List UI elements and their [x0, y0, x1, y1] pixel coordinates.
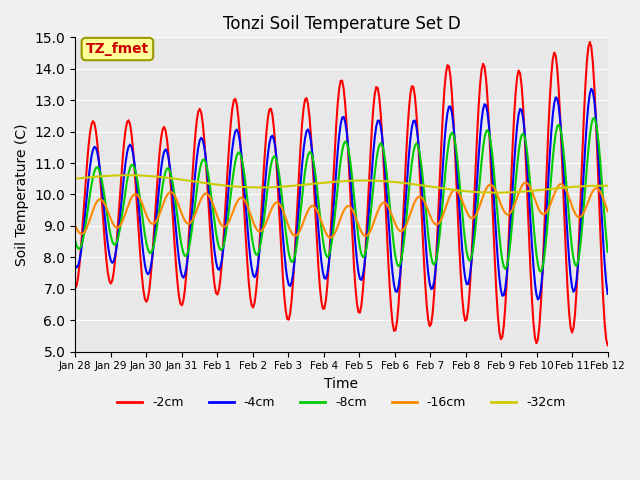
- -16cm: [577, 214, 585, 219]
- -4cm: [257, 237, 264, 242]
- Line: -16cm: -16cm: [75, 182, 607, 238]
- -2cm: [574, 259, 582, 265]
- -4cm: [71, 263, 79, 268]
- -32cm: [258, 184, 266, 190]
- -32cm: [232, 184, 239, 190]
- -8cm: [136, 199, 144, 205]
- -8cm: [604, 249, 611, 255]
- Title: Tonzi Soil Temperature Set D: Tonzi Soil Temperature Set D: [223, 15, 460, 33]
- -16cm: [326, 235, 334, 240]
- -4cm: [588, 86, 595, 92]
- -16cm: [522, 180, 530, 185]
- -32cm: [250, 184, 257, 190]
- Legend: -2cm, -4cm, -8cm, -16cm, -32cm: -2cm, -4cm, -8cm, -16cm, -32cm: [112, 391, 571, 414]
- -32cm: [124, 172, 131, 178]
- -2cm: [71, 286, 79, 291]
- Line: -8cm: -8cm: [75, 118, 607, 272]
- Line: -32cm: -32cm: [75, 175, 607, 192]
- -16cm: [604, 208, 611, 214]
- -2cm: [604, 342, 611, 348]
- -16cm: [304, 208, 312, 214]
- -4cm: [248, 265, 255, 271]
- Y-axis label: Soil Temperature (C): Soil Temperature (C): [15, 123, 29, 266]
- -16cm: [257, 228, 264, 234]
- -4cm: [304, 127, 312, 132]
- -8cm: [71, 238, 79, 244]
- -2cm: [248, 302, 255, 308]
- -16cm: [230, 206, 237, 212]
- -8cm: [248, 233, 255, 239]
- -8cm: [230, 168, 237, 173]
- X-axis label: Time: Time: [324, 377, 358, 391]
- -8cm: [575, 250, 583, 256]
- -2cm: [257, 224, 264, 229]
- -4cm: [604, 291, 611, 297]
- -32cm: [306, 181, 314, 187]
- -2cm: [304, 101, 312, 107]
- -8cm: [537, 269, 545, 275]
- Line: -4cm: -4cm: [75, 89, 607, 300]
- -4cm: [230, 135, 237, 141]
- Line: -2cm: -2cm: [75, 42, 607, 345]
- -32cm: [577, 183, 585, 189]
- -16cm: [136, 197, 144, 203]
- -8cm: [304, 152, 312, 158]
- -8cm: [257, 241, 264, 247]
- -32cm: [71, 176, 79, 181]
- -32cm: [493, 190, 500, 195]
- -2cm: [586, 39, 594, 45]
- -4cm: [534, 297, 541, 302]
- -2cm: [136, 254, 144, 260]
- -16cm: [71, 222, 79, 228]
- -4cm: [575, 243, 583, 249]
- -16cm: [248, 215, 255, 221]
- -2cm: [230, 97, 237, 103]
- -32cm: [604, 183, 611, 189]
- Text: TZ_fmet: TZ_fmet: [86, 42, 149, 56]
- -8cm: [591, 115, 598, 121]
- -32cm: [138, 173, 146, 179]
- -4cm: [136, 222, 144, 228]
